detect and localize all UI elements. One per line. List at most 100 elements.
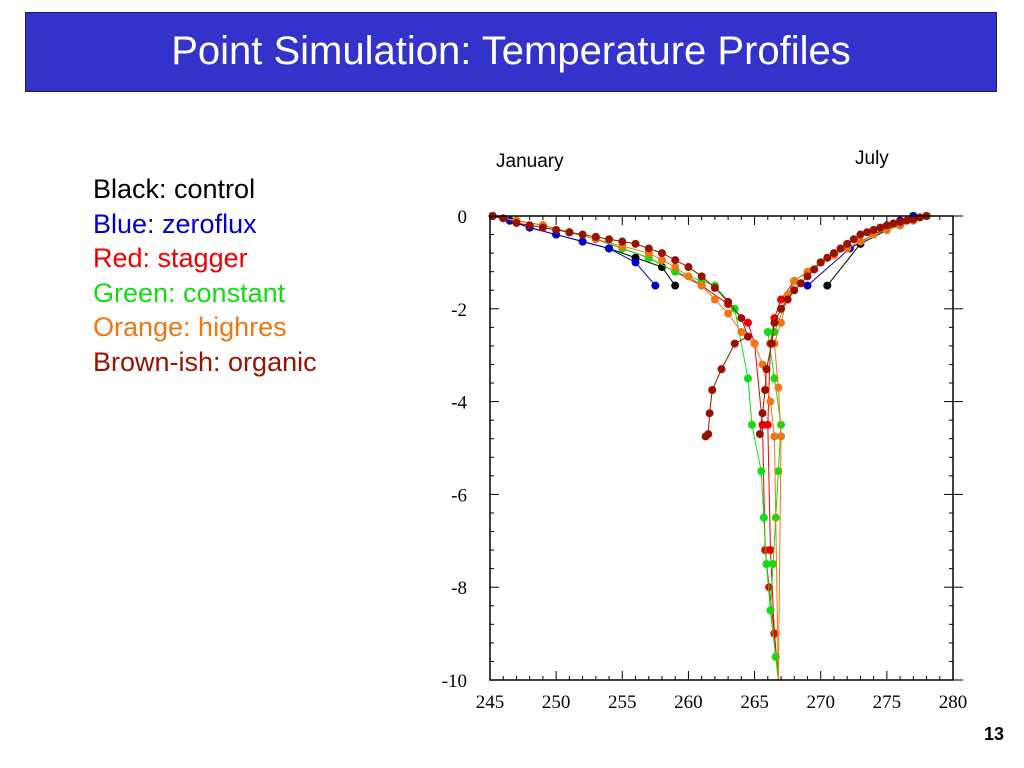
data-point-organic (770, 318, 779, 327)
data-point-organic (701, 432, 710, 441)
data-point-highres (777, 318, 786, 327)
slide-title: Point Simulation: Temperature Profiles (171, 29, 851, 73)
annotation-january: January (496, 151, 564, 172)
legend-item-highres: Orange: highres (93, 312, 287, 342)
data-point-organic (810, 265, 819, 274)
data-point-highres (737, 328, 746, 336)
data-point-organic (876, 223, 885, 232)
data-point-highres (766, 397, 775, 406)
data-point-control (657, 263, 666, 272)
data-point-organic (631, 239, 640, 248)
data-point-constant (770, 374, 779, 383)
data-point-organic (724, 297, 733, 306)
data-point-organic (889, 219, 898, 228)
data-point-highres (790, 276, 799, 285)
series-organic (488, 212, 931, 441)
data-point-control (671, 281, 680, 290)
legend-item-organic: Brown-ish: organic (93, 346, 317, 377)
data-point-highres (671, 263, 680, 272)
data-point-highres (684, 272, 693, 281)
data-point-constant (762, 560, 771, 568)
data-point-organic (737, 314, 746, 323)
data-point-organic (705, 409, 714, 418)
plot-frame (489, 215, 954, 681)
data-point-organic (783, 295, 792, 304)
data-point-organic (863, 228, 872, 237)
data-point-zeroflux (651, 281, 660, 290)
data-point-highres (724, 309, 733, 318)
legend-item-constant: Green: constant (93, 277, 286, 308)
series-stagger (488, 212, 931, 681)
data-point-organic (755, 430, 764, 439)
x-tick-label: 280 (939, 692, 968, 713)
x-tick-label: 250 (542, 692, 571, 713)
data-point-organic (869, 225, 878, 234)
data-point-highres (710, 295, 719, 304)
data-point-organic (902, 216, 911, 225)
data-point-stagger (766, 546, 775, 555)
data-point-organic (790, 286, 799, 295)
x-tick-label: 275 (873, 692, 902, 713)
y-tick-label: -4 (451, 393, 467, 414)
annotation-july: July (855, 148, 889, 169)
y-tick-label: 0 (458, 207, 468, 228)
series-layer (488, 212, 931, 681)
x-tick-label: 260 (674, 692, 703, 713)
data-point-organic (578, 230, 587, 239)
data-point-organic (796, 279, 805, 288)
data-point-constant (770, 328, 779, 336)
data-point-constant (743, 374, 752, 383)
series-constant (488, 212, 931, 681)
data-point-organic (761, 386, 770, 394)
data-point-zeroflux (605, 244, 614, 253)
data-point-organic (896, 218, 905, 227)
legend-item-zeroflux: Blue: zeroflux (93, 208, 257, 239)
data-point-zeroflux (631, 258, 640, 267)
data-point-organic (512, 218, 521, 227)
data-point-organic (777, 304, 786, 313)
data-point-constant (769, 560, 778, 568)
data-point-organic (849, 235, 858, 244)
data-point-organic (730, 339, 739, 348)
data-point-organic (767, 339, 776, 348)
data-point-organic (618, 237, 627, 246)
data-point-highres (750, 339, 759, 348)
data-point-organic (552, 225, 561, 234)
data-point-organic (803, 272, 812, 281)
data-point-organic (816, 258, 825, 267)
y-tick-label: -6 (451, 485, 467, 506)
data-point-highres (697, 281, 706, 290)
data-point-organic (856, 230, 865, 239)
data-point-constant (777, 420, 786, 429)
data-point-organic (605, 235, 614, 244)
data-point-stagger (763, 420, 772, 429)
title-bar: Point Simulation: Temperature Profiles (25, 12, 997, 92)
series-line-highres-january (492, 215, 779, 681)
data-point-organic (697, 272, 706, 281)
data-point-organic (708, 386, 717, 394)
y-tick-label: -2 (451, 300, 467, 321)
x-tick-label: 265 (740, 692, 769, 713)
data-point-organic (717, 365, 726, 374)
data-point-organic (538, 223, 547, 232)
series-line-stagger-january (492, 215, 779, 681)
data-point-constant (759, 513, 768, 522)
data-point-organic (823, 253, 832, 262)
slide-number: 13 (984, 724, 1005, 744)
data-point-highres (856, 237, 865, 246)
data-point-constant (774, 467, 783, 476)
data-point-zeroflux (803, 281, 812, 290)
series-line-highres-july (773, 215, 927, 681)
legend-item-control: Black: control (93, 174, 256, 204)
data-point-highres (657, 256, 666, 265)
data-point-organic (829, 249, 838, 258)
data-point-zeroflux (578, 237, 587, 246)
data-point-organic (882, 221, 891, 230)
data-point-constant (747, 420, 756, 429)
data-point-stagger (743, 318, 752, 327)
data-point-stagger (777, 295, 786, 304)
data-point-constant (766, 606, 775, 615)
x-tick-label: 270 (806, 692, 835, 713)
data-point-highres (777, 432, 786, 441)
data-point-organic (762, 365, 771, 374)
